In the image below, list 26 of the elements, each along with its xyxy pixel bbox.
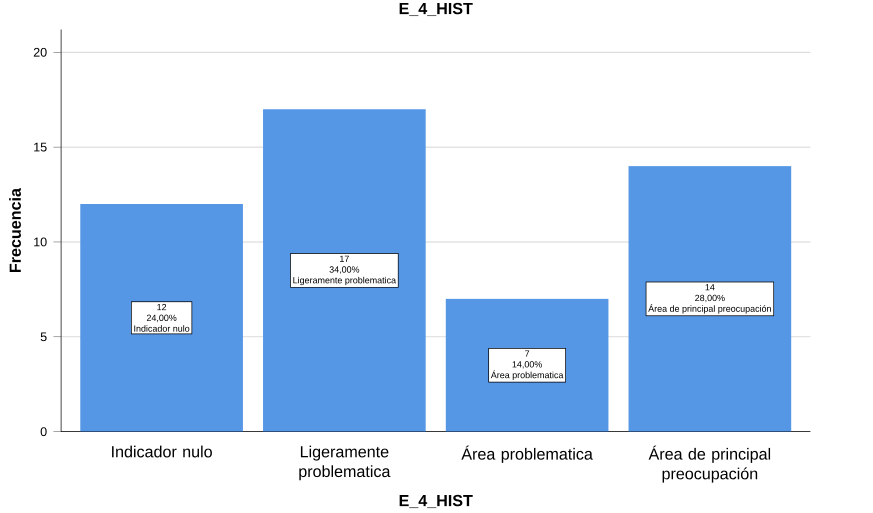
- y-tick-label: 20: [34, 48, 47, 57]
- annotation: 28,00%: [695, 294, 725, 302]
- y-tick-label: 15: [34, 142, 47, 152]
- x-tick-label: Área problematica: [461, 446, 593, 463]
- y-axis-title: Frecuencia: [9, 188, 21, 272]
- annotation: Indicador nulo: [134, 325, 190, 332]
- data-label: 17: [340, 256, 349, 262]
- y-tick-label: 5: [40, 332, 47, 342]
- x-tick-label: Indicador nulo: [112, 446, 212, 458]
- annotation: 14,00%: [512, 361, 542, 369]
- annotation: Área problematica: [490, 370, 564, 380]
- bar: [80, 204, 243, 432]
- data-label: 12: [157, 304, 166, 310]
- x-tick-label: Ligeramente problematica: [299, 446, 390, 480]
- data-label: 14: [706, 284, 715, 290]
- x-axis-title: E_4_HIST: [400, 494, 473, 508]
- chart-title: E_4_HIST: [400, 2, 473, 16]
- annotation: Área de principal preocupación: [648, 304, 771, 314]
- x-tick-label: Área de principal preocupación: [648, 446, 770, 483]
- annotation: 24,00%: [146, 314, 176, 322]
- data-label: 7: [525, 350, 530, 357]
- bar: [263, 109, 426, 432]
- y-tick-label: 0: [40, 427, 47, 436]
- y-tick-label: 10: [34, 238, 47, 246]
- annotation: Ligeramente problematica: [293, 276, 396, 286]
- annotation: 34,00%: [330, 266, 360, 274]
